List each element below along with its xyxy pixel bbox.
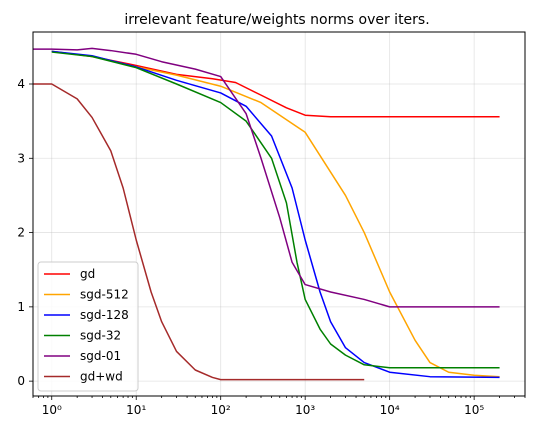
series-line-gd: [51, 50, 500, 118]
series-line-sgd-01: [33, 47, 500, 308]
y-tick-label: 4: [17, 77, 25, 91]
legend-label: gd+wd: [80, 370, 123, 384]
legend-label: sgd-512: [80, 288, 129, 302]
y-tick-label: 3: [17, 151, 25, 165]
x-tick-label: 10¹: [126, 403, 146, 417]
legend-label: sgd-32: [80, 329, 121, 343]
x-tick-label: 10⁴: [380, 403, 400, 417]
y-tick-label: 1: [17, 300, 25, 314]
legend-label: sgd-01: [80, 349, 121, 363]
series-line-gd-wd: [33, 83, 365, 381]
x-tick-label: 10³: [295, 403, 315, 417]
x-tick-label: 10²: [211, 403, 231, 417]
plot-frame: [32, 31, 526, 397]
legend-label: sgd-128: [80, 308, 129, 322]
x-tick-label: 10⁵: [464, 403, 484, 417]
chart-title: irrelevant feature/weights norms over it…: [124, 12, 429, 28]
series-line-sgd-128: [51, 50, 500, 379]
y-tick-label: 0: [17, 374, 25, 388]
legend: gd sgd-512 sgd-128 sgd-32 sgd-01 gd+wd: [37, 261, 139, 392]
legend-label: gd: [80, 267, 95, 281]
series-layer: [33, 47, 500, 381]
tick-layer: 10⁰ 10¹ 10² 10³ 10⁴ 10⁵ 0 1 2 3 4: [17, 77, 526, 417]
series-line-sgd-32: [51, 51, 500, 369]
x-tick-label: 10⁰: [42, 403, 62, 417]
series-line-sgd-512: [51, 50, 500, 378]
y-tick-label: 2: [17, 226, 25, 240]
